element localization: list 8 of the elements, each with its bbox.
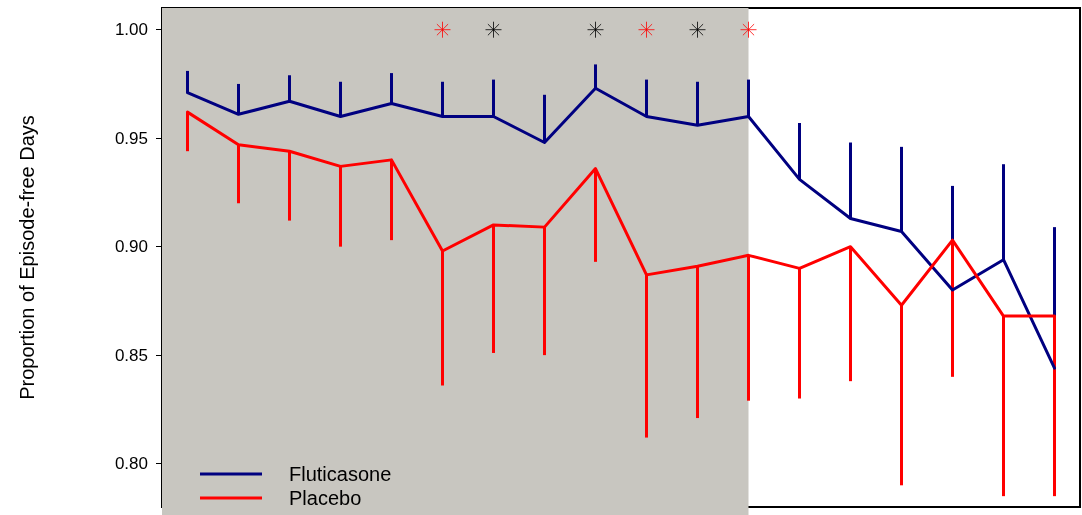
y-tick-label: 0.80 [114, 454, 148, 474]
legend-label: Placebo [289, 487, 362, 509]
y-tick-label: 0.85 [114, 345, 148, 365]
y-tick-label: 0.95 [114, 128, 148, 148]
legend-label: Fluticasone [289, 463, 392, 485]
y-axis-title: Proportion of Episode-free Days [16, 115, 38, 400]
y-tick-label: 1.00 [114, 20, 148, 40]
y-tick-label: 0.90 [114, 237, 148, 257]
